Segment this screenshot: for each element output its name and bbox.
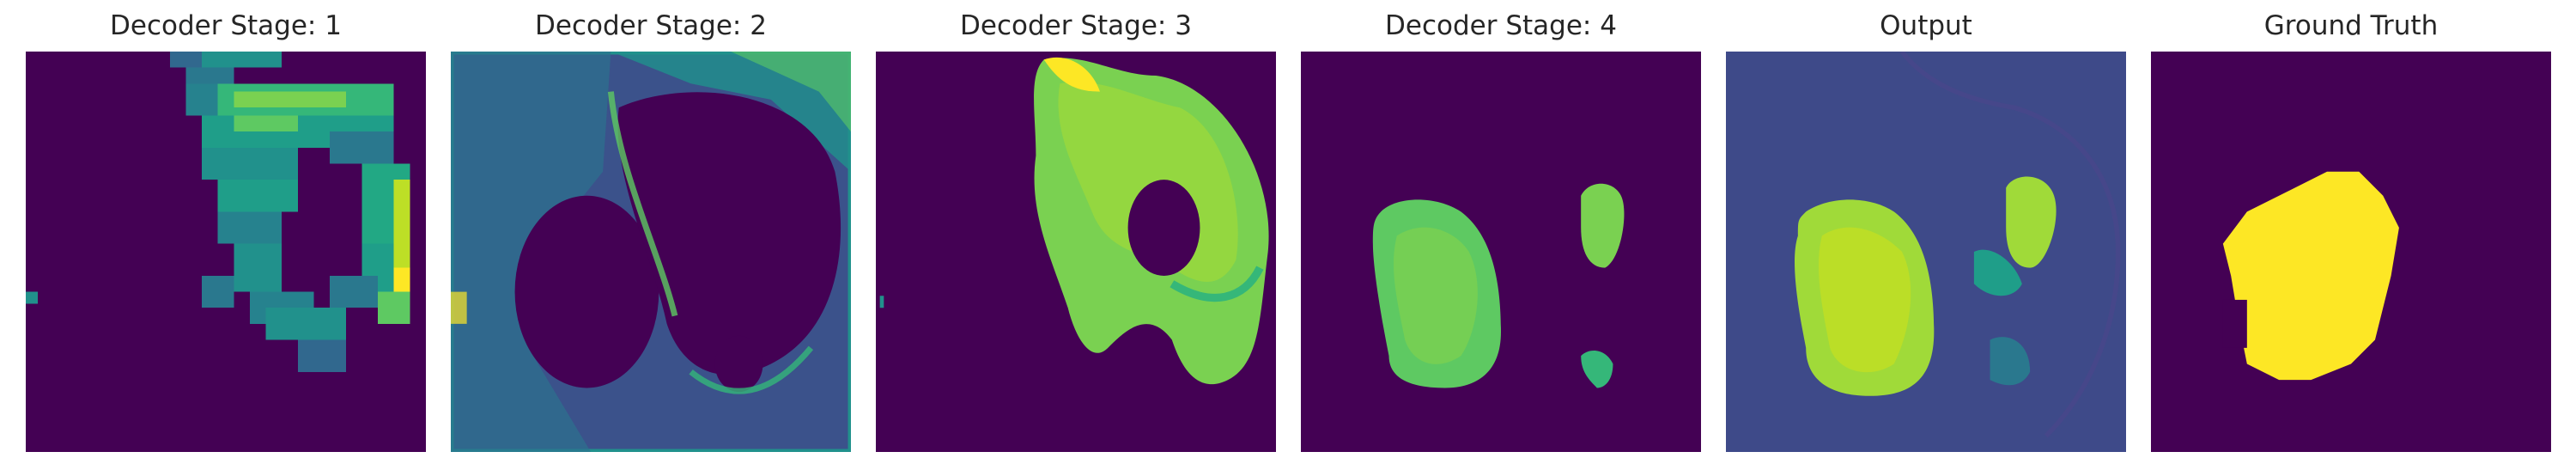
panel-decoder-stage-2: Decoder Stage: 2: [451, 0, 851, 464]
ground-truth-mask: [2151, 52, 2551, 452]
panel-title: Decoder Stage: 4: [1385, 10, 1617, 41]
output-heatmap: [1726, 52, 2126, 452]
panel-title: Decoder Stage: 2: [535, 10, 767, 41]
panel-title: Decoder Stage: 1: [110, 10, 342, 41]
panel-decoder-stage-1: Decoder Stage: 1: [26, 0, 426, 464]
decoder-stage-3-heatmap: [876, 52, 1276, 452]
decoder-stage-1-heatmap: [26, 52, 426, 452]
decoder-stage-2-heatmap: [451, 52, 851, 452]
panel-decoder-stage-4: Decoder Stage: 4: [1301, 0, 1701, 464]
panel-title: Output: [1880, 10, 1972, 41]
panel-title: Decoder Stage: 3: [960, 10, 1192, 41]
panel-decoder-stage-3: Decoder Stage: 3: [876, 0, 1276, 464]
panel-ground-truth: Ground Truth: [2151, 0, 2551, 464]
panel-title: Ground Truth: [2263, 10, 2439, 41]
decoder-stage-4-heatmap: [1301, 52, 1701, 452]
panel-output: Output: [1726, 0, 2126, 464]
